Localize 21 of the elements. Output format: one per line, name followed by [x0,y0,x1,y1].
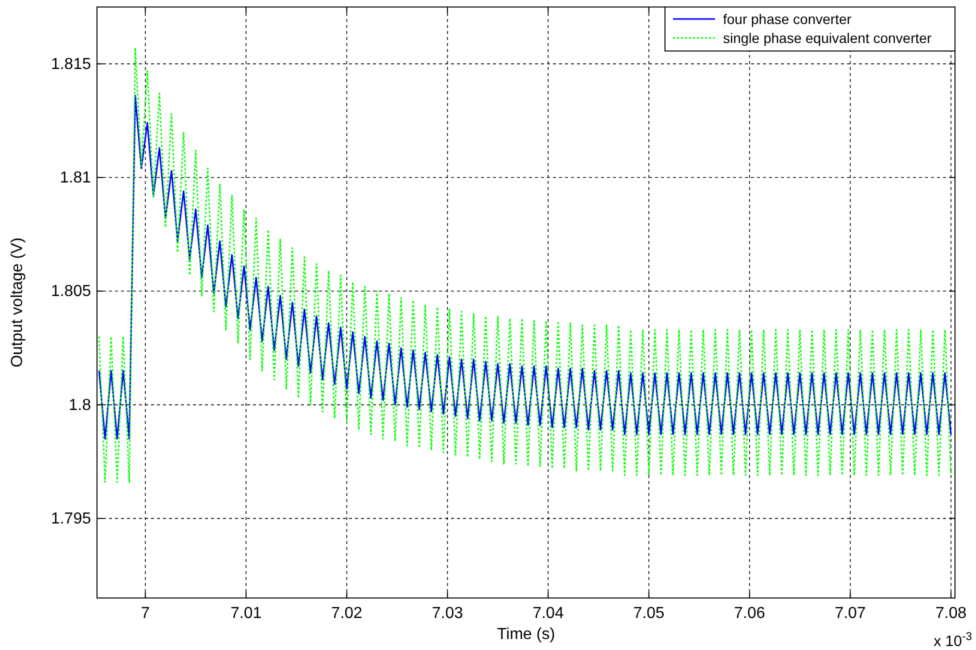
y-tick-label: 1.795 [50,510,92,528]
x-tick-label: 7.03 [432,605,464,622]
x-tick-label: 7.06 [734,605,766,622]
legend-label: four phase converter [723,11,852,27]
x-axis-title: Time (s) [496,626,556,643]
x-tick-label: 7.08 [935,605,967,622]
x-tick-label: 7.01 [230,605,262,622]
x-tick-label: 7 [140,605,150,622]
y-tick-label: 1.8 [68,396,92,414]
line-series [98,94,952,440]
x-tick-label: 7.04 [532,605,564,622]
y-tick-label: 1.81 [60,169,92,186]
line-series [98,47,952,483]
y-tick-label: 1.805 [50,283,92,300]
legend-label: single phase equivalent converter [723,30,932,46]
y-axis-title: Output voltage (V) [9,238,26,368]
y-tick-label: 1.815 [50,56,92,73]
x-tick-label: 7.07 [834,605,866,622]
x-tick-label: 7.02 [331,605,362,622]
x-tick-label: 7.05 [633,605,665,622]
text: x 10$^{-3}$ [934,631,972,650]
